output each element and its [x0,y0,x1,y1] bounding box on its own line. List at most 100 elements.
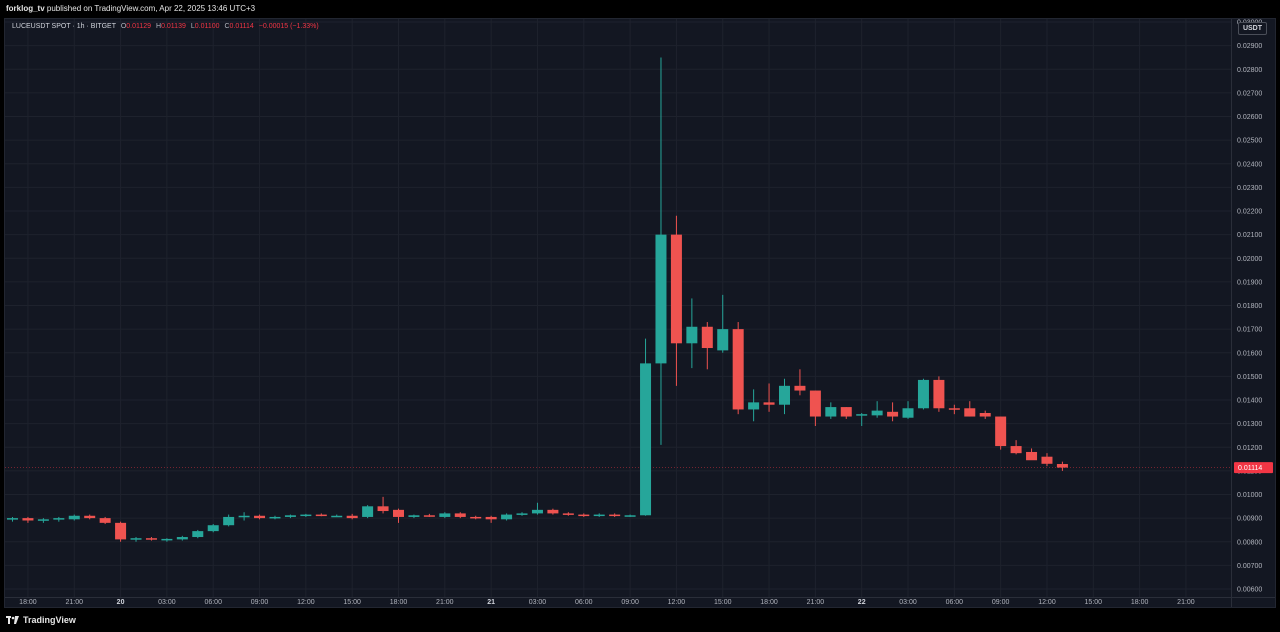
time-tick-label: 15:00 [714,599,732,606]
price-tick-label: 0.02300 [1237,185,1262,192]
candle-body [377,506,389,512]
candle-body [84,515,96,519]
footer: TradingView [0,608,1280,632]
candle-body [53,518,65,520]
candle-body [238,515,250,518]
price-tick-label: 0.01600 [1237,350,1262,357]
candle-body [732,329,744,410]
candle-body [346,515,358,519]
time-tick-label: 21:00 [436,599,454,606]
candle-body [207,525,219,532]
candle-body [701,326,713,349]
price-tick-label: 0.02100 [1237,232,1262,239]
candle-body [979,412,991,417]
time-tick-label: 06:00 [946,599,964,606]
time-tick-label: 20 [117,599,125,606]
candle-body [485,516,497,520]
candlestick-chart[interactable]: 0.00600 0.00700 0.00800 0.00900 0.01000 0.011… [5,19,1275,607]
candle-body [161,538,173,541]
tradingview-brand[interactable]: TradingView [6,615,76,625]
last-price-label: 0.01114 [1238,465,1262,472]
candle-body [223,516,235,526]
candle-body [362,506,374,517]
candle-body [192,531,204,538]
candle-body [871,410,883,416]
candle-body [115,522,127,540]
price-tick-label: 0.01000 [1237,492,1262,499]
candle-body [995,416,1007,447]
close-label: C [224,23,230,30]
candle-body [37,519,49,521]
candle-body [254,515,266,519]
chart-pane[interactable]: 0.00600 0.00700 0.00800 0.00900 0.01000 0.011… [4,18,1276,608]
candle-body [269,516,281,519]
time-tick-label: 15:00 [1085,599,1103,606]
candle-body [670,234,682,344]
brand-name: TradingView [23,615,76,625]
time-tick-label: 06:00 [575,599,593,606]
candle-body [300,514,312,517]
candle-body [748,402,760,410]
price-tick-label: 0.02400 [1237,161,1262,168]
candle-body [547,509,559,514]
time-tick-label: 21:00 [807,599,825,606]
open-value: 0.01129 [126,23,152,30]
candle-body [331,515,343,518]
price-tick-label: 0.00800 [1237,539,1262,546]
publisher-name[interactable]: forklog_tv [6,4,45,13]
candle-body [840,407,852,417]
price-tick-label: 0.01300 [1237,421,1262,428]
time-tick-label: 09:00 [992,599,1010,606]
candle-body [562,513,574,515]
candle-body [501,514,513,520]
candle-body [68,515,80,520]
currency-badge[interactable]: USDT [1237,22,1267,35]
candle-body [686,326,698,344]
candle-body [794,385,806,391]
candle-body [22,518,34,521]
price-tick-label: 0.01900 [1237,279,1262,286]
candle-body [176,537,188,540]
change-value: −0.00015 (−1.33%) [258,23,319,30]
candle-body [7,518,18,520]
candle-body [809,390,821,417]
price-tick-label: 0.01700 [1237,327,1262,334]
candle-body [454,513,466,517]
time-tick-label: 18:00 [19,599,37,606]
time-tick-label: 12:00 [668,599,686,606]
candle-body [624,515,636,517]
candle-body [439,513,451,517]
time-tick-label: 06:00 [204,599,222,606]
price-tick-label: 0.01400 [1237,398,1262,405]
publish-info: published on TradingView.com, Apr 22, 20… [46,4,256,13]
price-tick-label: 0.02800 [1237,67,1262,74]
high-value: 0.01139 [161,23,186,30]
low-label: L [190,23,195,30]
symbol-title[interactable]: LUCEUSDT SPOT · 1h · BITGET [12,23,116,30]
candle-body [516,513,528,515]
candle-body [933,379,945,409]
candle-body [964,408,976,417]
time-tick-label: 22 [858,599,866,606]
price-tick-label: 0.02200 [1237,209,1262,216]
candle-body [655,234,667,364]
time-tick-label: 21:00 [1177,599,1195,606]
candle-body [1041,456,1053,464]
low-value: 0.01100 [194,23,220,30]
candle-body [717,329,729,351]
candle-body [531,509,543,514]
price-tick-label: 0.02700 [1237,90,1262,97]
price-tick-label: 0.02000 [1237,256,1262,263]
price-tick-label: 0.02900 [1237,43,1262,50]
candle-body [284,515,296,517]
candle-body [393,509,404,517]
candle-body [779,385,790,405]
time-tick-label: 21 [487,599,495,606]
time-tick-label: 12:00 [297,599,315,606]
time-tick-label: 09:00 [621,599,639,606]
price-tick-label: 0.00900 [1237,516,1262,523]
last-price-tag [1234,462,1273,474]
candle-body [917,379,929,409]
price-tick-label: 0.01800 [1237,303,1262,310]
time-tick-label: 03:00 [158,599,176,606]
